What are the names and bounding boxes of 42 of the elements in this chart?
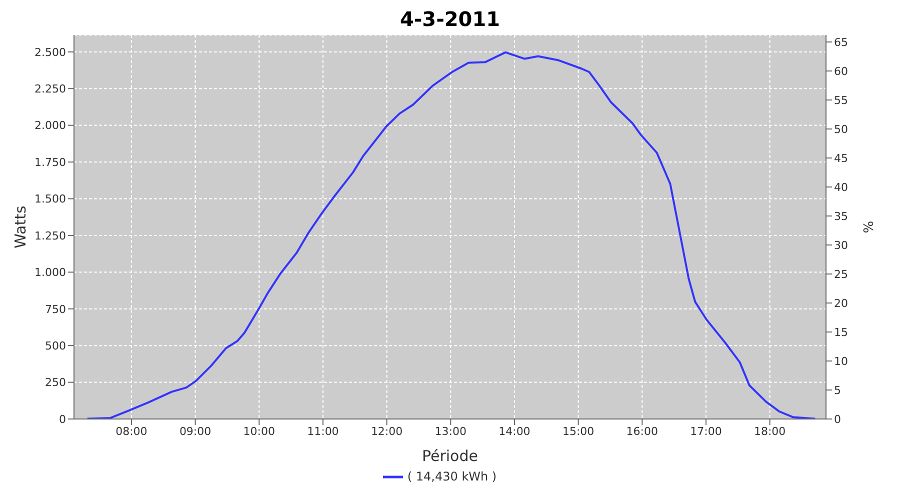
y-tick-label: 1.750 <box>34 156 66 169</box>
y-tick-label: 0 <box>59 412 66 426</box>
x-tick-label: 09:00 <box>179 424 212 438</box>
x-tick-label: 11:00 <box>307 424 339 438</box>
y2-axis-title: % <box>859 220 874 234</box>
x-tick-label: 13:00 <box>434 424 466 438</box>
line-series <box>86 51 816 419</box>
y-tick-label: 2.500 <box>34 46 66 59</box>
y2-tick-label: 65 <box>834 36 848 49</box>
chart-title: 4-3-2011 <box>398 7 502 32</box>
y2-tick-label: 15 <box>834 326 848 339</box>
x-tick-label: 14:00 <box>498 424 530 438</box>
legend-label: ( 14,430 kWh ) <box>407 469 497 484</box>
y2-tick-label: 25 <box>834 268 848 281</box>
x-tick-label: 15:00 <box>562 424 594 438</box>
y-tick-label: 1.000 <box>34 266 66 280</box>
y2-tick-label: 60 <box>834 64 848 78</box>
y-tick-label: 1.500 <box>34 192 66 206</box>
x-tick-label: 10:00 <box>243 424 275 438</box>
y-tick-label: 2.250 <box>34 82 66 96</box>
y-tick-label: 500 <box>45 339 66 352</box>
y-tick-label: 1.250 <box>34 229 66 242</box>
x-axis-title: Période <box>422 447 478 465</box>
x-tick-label: 08:00 <box>116 424 148 438</box>
x-tick-label: 16:00 <box>626 424 658 438</box>
x-tick-label: 12:00 <box>370 424 403 438</box>
x-tick-label: 17:00 <box>690 424 722 438</box>
y-tick-label: 2.000 <box>34 119 66 132</box>
y2-tick-label: 35 <box>834 210 848 223</box>
y2-tick-label: 40 <box>834 180 848 194</box>
y2-tick-label: 20 <box>834 296 848 310</box>
y2-tick-label: 30 <box>834 238 848 252</box>
y2-tick-label: 45 <box>834 152 848 165</box>
y-tick-label: 750 <box>45 302 66 316</box>
y2-tick-label: 10 <box>834 354 848 368</box>
y-axis-title: Watts <box>11 206 30 248</box>
x-tick-label: 18:00 <box>754 424 786 438</box>
y2-tick-label: 0 <box>834 412 841 426</box>
y2-tick-label: 50 <box>834 122 848 136</box>
y2-tick-label: 5 <box>834 384 841 397</box>
y-tick-label: 250 <box>45 376 66 390</box>
y2-tick-label: 55 <box>834 94 848 107</box>
